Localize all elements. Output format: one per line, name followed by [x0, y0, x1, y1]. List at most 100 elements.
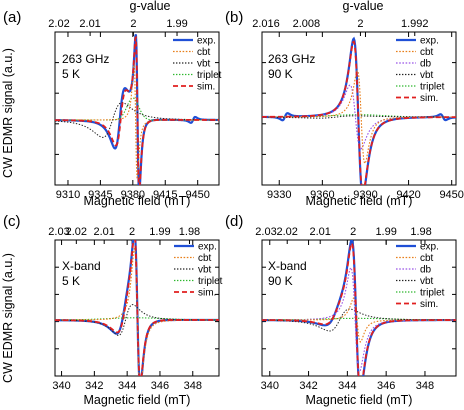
- series-group: [55, 34, 219, 185]
- legend-label: triplet: [420, 288, 445, 299]
- annotation-b-line2: 90 K: [268, 67, 293, 81]
- g-tick-label: 2.03: [255, 226, 276, 238]
- plot-frame-c: [54, 239, 220, 377]
- annotation-a-line2: 5 K: [62, 67, 80, 81]
- xlabel-c: Magnetic field (mT): [84, 393, 191, 407]
- g-tick-label: 2.016: [252, 18, 280, 30]
- legend-label: db: [420, 59, 432, 70]
- legend-label: sim.: [197, 82, 215, 93]
- xlabel-b: Magnetic field (mT): [306, 194, 413, 208]
- g-tick-label: 1.99: [375, 226, 396, 238]
- legend-label: exp.: [198, 242, 217, 253]
- legend-label: sim.: [420, 299, 438, 310]
- series-group: [55, 240, 219, 376]
- x-tick-label: 346: [151, 380, 169, 392]
- annotation-d-line2: 90 K: [268, 274, 293, 288]
- legend-label: triplet: [198, 276, 223, 287]
- ylabel-top: CW EDMR signal (a.u.): [1, 48, 15, 178]
- annotation-b-line1: 263 GHz: [268, 52, 315, 66]
- g-tick-label: 1.98: [179, 226, 200, 238]
- panel-c: 340 342 344 346 348 2.032.02 2.01 2 1.99 1.98 exp.…: [48, 226, 222, 392]
- series-line-cbt: [55, 62, 219, 179]
- legend-label: db: [420, 265, 432, 276]
- legend-label: vbt: [197, 59, 211, 70]
- g-tick-label: 1.992: [401, 18, 429, 30]
- series-line-sim: [55, 240, 219, 376]
- legend-label: triplet: [420, 82, 445, 93]
- g-value-header-b: g-value: [343, 0, 384, 13]
- plot-frame-b: [261, 31, 457, 186]
- legend-label: sim.: [420, 93, 438, 104]
- g-tick-label: 2.01: [79, 18, 100, 30]
- g-tick-label: 2: [350, 226, 356, 238]
- x-tick-label: 344: [338, 380, 356, 392]
- legend-label: cbt: [197, 47, 211, 58]
- x-tick-label: 342: [299, 380, 317, 392]
- g-tick-label: 2.008: [293, 18, 321, 30]
- plot-frame-a: [54, 31, 220, 186]
- legend-label: vbt: [420, 276, 434, 287]
- legend-label: cbt: [198, 253, 212, 264]
- series-group: [262, 240, 456, 376]
- x-tick-label: 9360: [310, 189, 334, 201]
- x-tick-label: 340: [261, 380, 279, 392]
- x-tick-label: 9415: [153, 189, 177, 201]
- legend-label: sim.: [198, 288, 216, 299]
- g-tick-label: 2: [357, 18, 363, 30]
- x-tick-label: 340: [52, 380, 70, 392]
- x-tick-label: 9330: [267, 189, 291, 201]
- x-tick-label: 9380: [121, 189, 145, 201]
- x-tick-label: 9420: [396, 189, 420, 201]
- g-tick-label: 2.01: [93, 226, 114, 238]
- x-tick-label: 348: [184, 380, 202, 392]
- g-tick-label: 2: [129, 226, 135, 238]
- legend-label: triplet: [197, 70, 222, 81]
- series-line-triplet: [262, 317, 456, 321]
- series-line-sim: [55, 35, 219, 185]
- g-tick-label: 2.02: [66, 226, 87, 238]
- x-tick-label: 346: [377, 380, 395, 392]
- legend-label: exp.: [420, 242, 439, 253]
- panel-label-d: (d): [225, 213, 243, 230]
- x-tick-label: 9450: [439, 189, 463, 201]
- g-tick-label: 1.98: [410, 226, 431, 238]
- g-tick-label: 2: [130, 18, 136, 30]
- xlabel-d: Magnetic field (mT): [306, 393, 413, 407]
- x-tick-label: 9345: [88, 189, 112, 201]
- x-tick-label: 9390: [353, 189, 377, 201]
- legend-label: vbt: [420, 70, 434, 81]
- panel-label-c: (c): [3, 213, 21, 230]
- g-tick-label: 1.99: [149, 226, 170, 238]
- legend-label: vbt: [198, 265, 212, 276]
- series-group: [262, 36, 456, 185]
- panel-label-a: (a): [3, 9, 21, 26]
- x-tick-label: 9450: [185, 189, 209, 201]
- annotation-c-line2: 5 K: [62, 274, 80, 288]
- ylabel-bottom: CW EDMR signal (a.u.): [1, 253, 15, 383]
- x-tick-label: 348: [416, 380, 434, 392]
- annotation-d-line1: X-band: [268, 259, 307, 273]
- legend-label: cbt: [420, 47, 434, 58]
- panel-a: 9310 9345 9380 9415 9450 2.02 2.01 2 1.99 exp.cbt…: [48, 18, 221, 201]
- g-tick-label: 2.02: [277, 226, 298, 238]
- g-tick-label: 2.03: [48, 226, 69, 238]
- panel-b: 9330 9360 9390 9420 9450 2.016 2.008 2 1.992 exp.…: [252, 18, 464, 201]
- panel-label-b: (b): [225, 9, 243, 26]
- xlabel-a: Magnetic field (mT): [84, 194, 191, 208]
- x-tick-label: 342: [85, 380, 103, 392]
- legend-label: cbt: [420, 253, 434, 264]
- x-tick-label: 344: [118, 380, 136, 392]
- g-tick-label: 2.01: [309, 226, 330, 238]
- g-tick-label: 2.02: [48, 18, 69, 30]
- legend-label: exp.: [420, 36, 439, 47]
- legend-label: exp.: [197, 36, 216, 47]
- g-value-header-a: g-value: [130, 0, 171, 13]
- g-tick-label: 1.99: [166, 18, 187, 30]
- series-line-sim: [262, 40, 456, 185]
- annotation-c-line1: X-band: [62, 259, 101, 273]
- series-line-vbt: [55, 102, 219, 138]
- series-line-sim: [262, 241, 456, 376]
